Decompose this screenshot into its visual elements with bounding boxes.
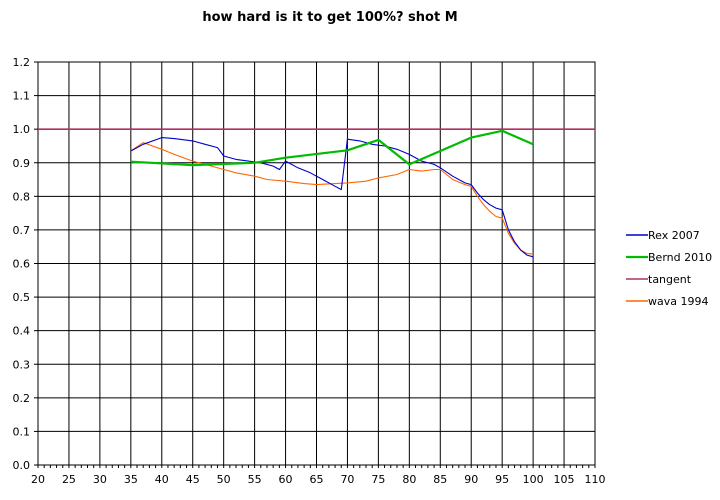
legend-label: tangent: [648, 273, 692, 286]
x-tick-label: 35: [124, 473, 138, 486]
x-tick-label: 50: [217, 473, 231, 486]
y-tick-label: 0.0: [13, 459, 31, 472]
y-tick-label: 0.1: [13, 425, 31, 438]
legend-label: wava 1994: [648, 295, 708, 308]
x-tick-label: 75: [371, 473, 385, 486]
x-tick-label: 30: [93, 473, 107, 486]
legend-label: Bernd 2010: [648, 251, 712, 264]
y-tick-label: 0.8: [13, 190, 31, 203]
y-tick-label: 0.9: [13, 157, 31, 170]
legend-label: Rex 2007: [648, 229, 700, 242]
series-line-rex-2007: [130, 137, 534, 258]
y-tick-label: 1.0: [13, 123, 31, 136]
x-tick-label: 20: [31, 473, 45, 486]
chart-title: how hard is it to get 100%? shot M: [202, 10, 458, 25]
y-tick-label: 0.6: [13, 258, 31, 271]
x-tick-label: 25: [62, 473, 76, 486]
x-tick-label: 110: [585, 473, 606, 486]
x-tick-label: 80: [402, 473, 416, 486]
x-tick-label: 60: [279, 473, 293, 486]
x-tick-label: 105: [554, 473, 575, 486]
x-tick-label: 65: [310, 473, 324, 486]
x-tick-label: 45: [186, 473, 200, 486]
y-tick-label: 1.1: [13, 90, 31, 103]
y-tick-label: 0.5: [13, 291, 31, 304]
y-tick-label: 0.2: [13, 392, 31, 405]
x-tick-label: 40: [155, 473, 169, 486]
x-tick-label: 100: [523, 473, 544, 486]
y-tick-label: 0.4: [13, 325, 31, 338]
series-line-bernd-2010: [130, 129, 534, 167]
x-tick-label: 55: [248, 473, 262, 486]
y-tick-label: 0.3: [13, 358, 31, 371]
x-tick-label: 90: [464, 473, 478, 486]
x-tick-label: 95: [495, 473, 509, 486]
plot-border: [37, 61, 596, 466]
y-tick-label: 0.7: [13, 224, 31, 237]
y-tick-label: 1.2: [13, 56, 31, 69]
x-tick-label: 70: [340, 473, 354, 486]
series-line-wava-1994: [130, 142, 534, 255]
x-tick-label: 85: [433, 473, 447, 486]
